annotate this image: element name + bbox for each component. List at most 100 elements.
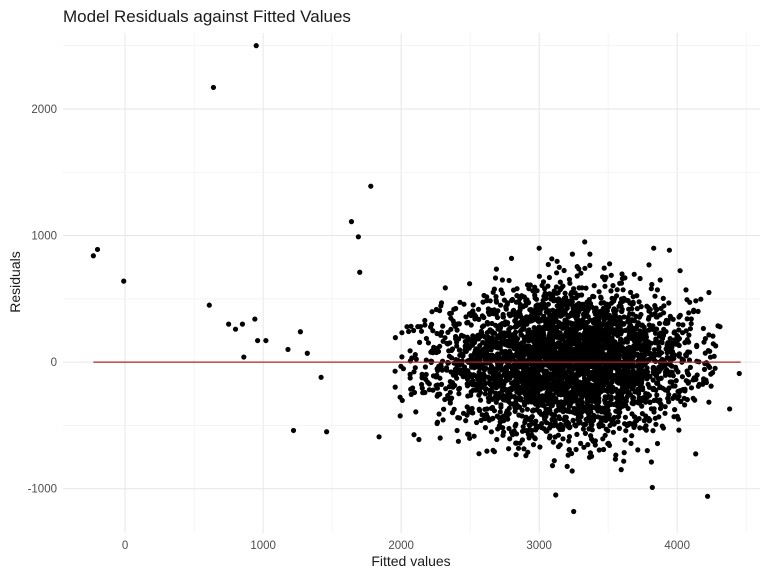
data-point: [460, 410, 467, 416]
data-point: [650, 366, 656, 372]
data-point: [653, 387, 659, 393]
data-point: [684, 316, 690, 322]
data-point: [552, 310, 559, 316]
data-point: [475, 306, 482, 312]
data-point: [304, 350, 310, 356]
data-point: [556, 388, 562, 394]
y-axis-title: Residuals: [7, 251, 23, 312]
data-point: [654, 306, 660, 313]
data-point: [476, 406, 482, 412]
data-point: [526, 389, 532, 395]
data-point: [121, 278, 127, 284]
data-point: [522, 419, 528, 426]
data-point: [580, 305, 586, 312]
data-point: [206, 302, 212, 308]
data-point: [600, 343, 606, 349]
data-point: [412, 352, 418, 358]
data-point: [540, 362, 546, 369]
data-point: [564, 390, 570, 396]
data-point: [601, 446, 607, 453]
data-point: [409, 355, 415, 361]
data-point: [651, 351, 657, 357]
data-point: [520, 347, 526, 354]
data-point: [463, 348, 469, 354]
data-point: [603, 417, 609, 424]
data-point: [547, 433, 553, 439]
data-point: [465, 381, 471, 387]
data-point: [582, 265, 588, 271]
data-point: [506, 277, 512, 284]
data-point: [615, 350, 621, 356]
data-point: [541, 411, 547, 417]
data-point: [255, 337, 261, 344]
data-point: [545, 261, 551, 268]
data-point: [667, 336, 673, 342]
data-point: [688, 385, 695, 391]
data-point: [575, 380, 581, 386]
data-point: [479, 412, 485, 418]
data-point: [556, 423, 562, 429]
data-point: [582, 365, 589, 371]
data-point: [448, 369, 454, 375]
data-point: [676, 327, 682, 333]
data-point: [597, 324, 603, 330]
data-point: [688, 316, 694, 322]
data-point: [684, 397, 690, 403]
data-point: [617, 314, 623, 321]
data-point: [523, 302, 529, 308]
data-point: [570, 305, 576, 311]
data-point: [705, 348, 711, 354]
data-point: [513, 377, 519, 383]
data-point: [536, 303, 542, 309]
data-point: [566, 434, 573, 440]
data-point: [474, 419, 480, 426]
data-point: [630, 368, 636, 374]
data-point: [517, 294, 523, 300]
data-point: [597, 415, 603, 421]
data-point: [609, 418, 615, 424]
data-point: [426, 381, 432, 387]
data-point: [536, 358, 542, 364]
data-point: [561, 383, 567, 389]
grid: [63, 33, 760, 533]
data-point: [622, 421, 628, 427]
data-point: [590, 339, 596, 345]
data-point: [605, 407, 611, 413]
data-point: [603, 395, 609, 401]
data-point: [534, 331, 540, 338]
data-point: [502, 413, 508, 419]
data-point: [628, 440, 634, 446]
data-point: [392, 368, 398, 374]
data-point: [558, 346, 565, 352]
data-point: [631, 383, 637, 389]
data-point: [644, 448, 650, 454]
data-point: [455, 438, 461, 444]
data-point: [610, 372, 616, 378]
data-point: [411, 327, 417, 334]
data-point: [446, 348, 452, 354]
data-point: [674, 332, 680, 339]
data-point: [406, 328, 412, 335]
data-point: [513, 431, 520, 437]
data-point: [571, 372, 578, 378]
data-point: [440, 358, 446, 364]
data-point: [581, 421, 587, 428]
data-point: [530, 288, 536, 294]
data-point: [612, 456, 619, 462]
data-point: [497, 378, 504, 384]
data-point: [569, 251, 576, 257]
data-point: [472, 382, 478, 388]
data-point: [491, 286, 497, 292]
data-point: [656, 320, 663, 327]
data-point: [608, 272, 614, 278]
data-point: [549, 364, 556, 370]
data-point: [452, 323, 458, 329]
data-point: [456, 415, 463, 421]
data-point: [639, 322, 645, 328]
x-tick-label: 3000: [526, 540, 552, 552]
data-point: [513, 452, 519, 458]
data-point: [452, 382, 458, 389]
data-point: [489, 388, 495, 394]
data-point: [560, 436, 566, 442]
data-point: [490, 447, 496, 453]
